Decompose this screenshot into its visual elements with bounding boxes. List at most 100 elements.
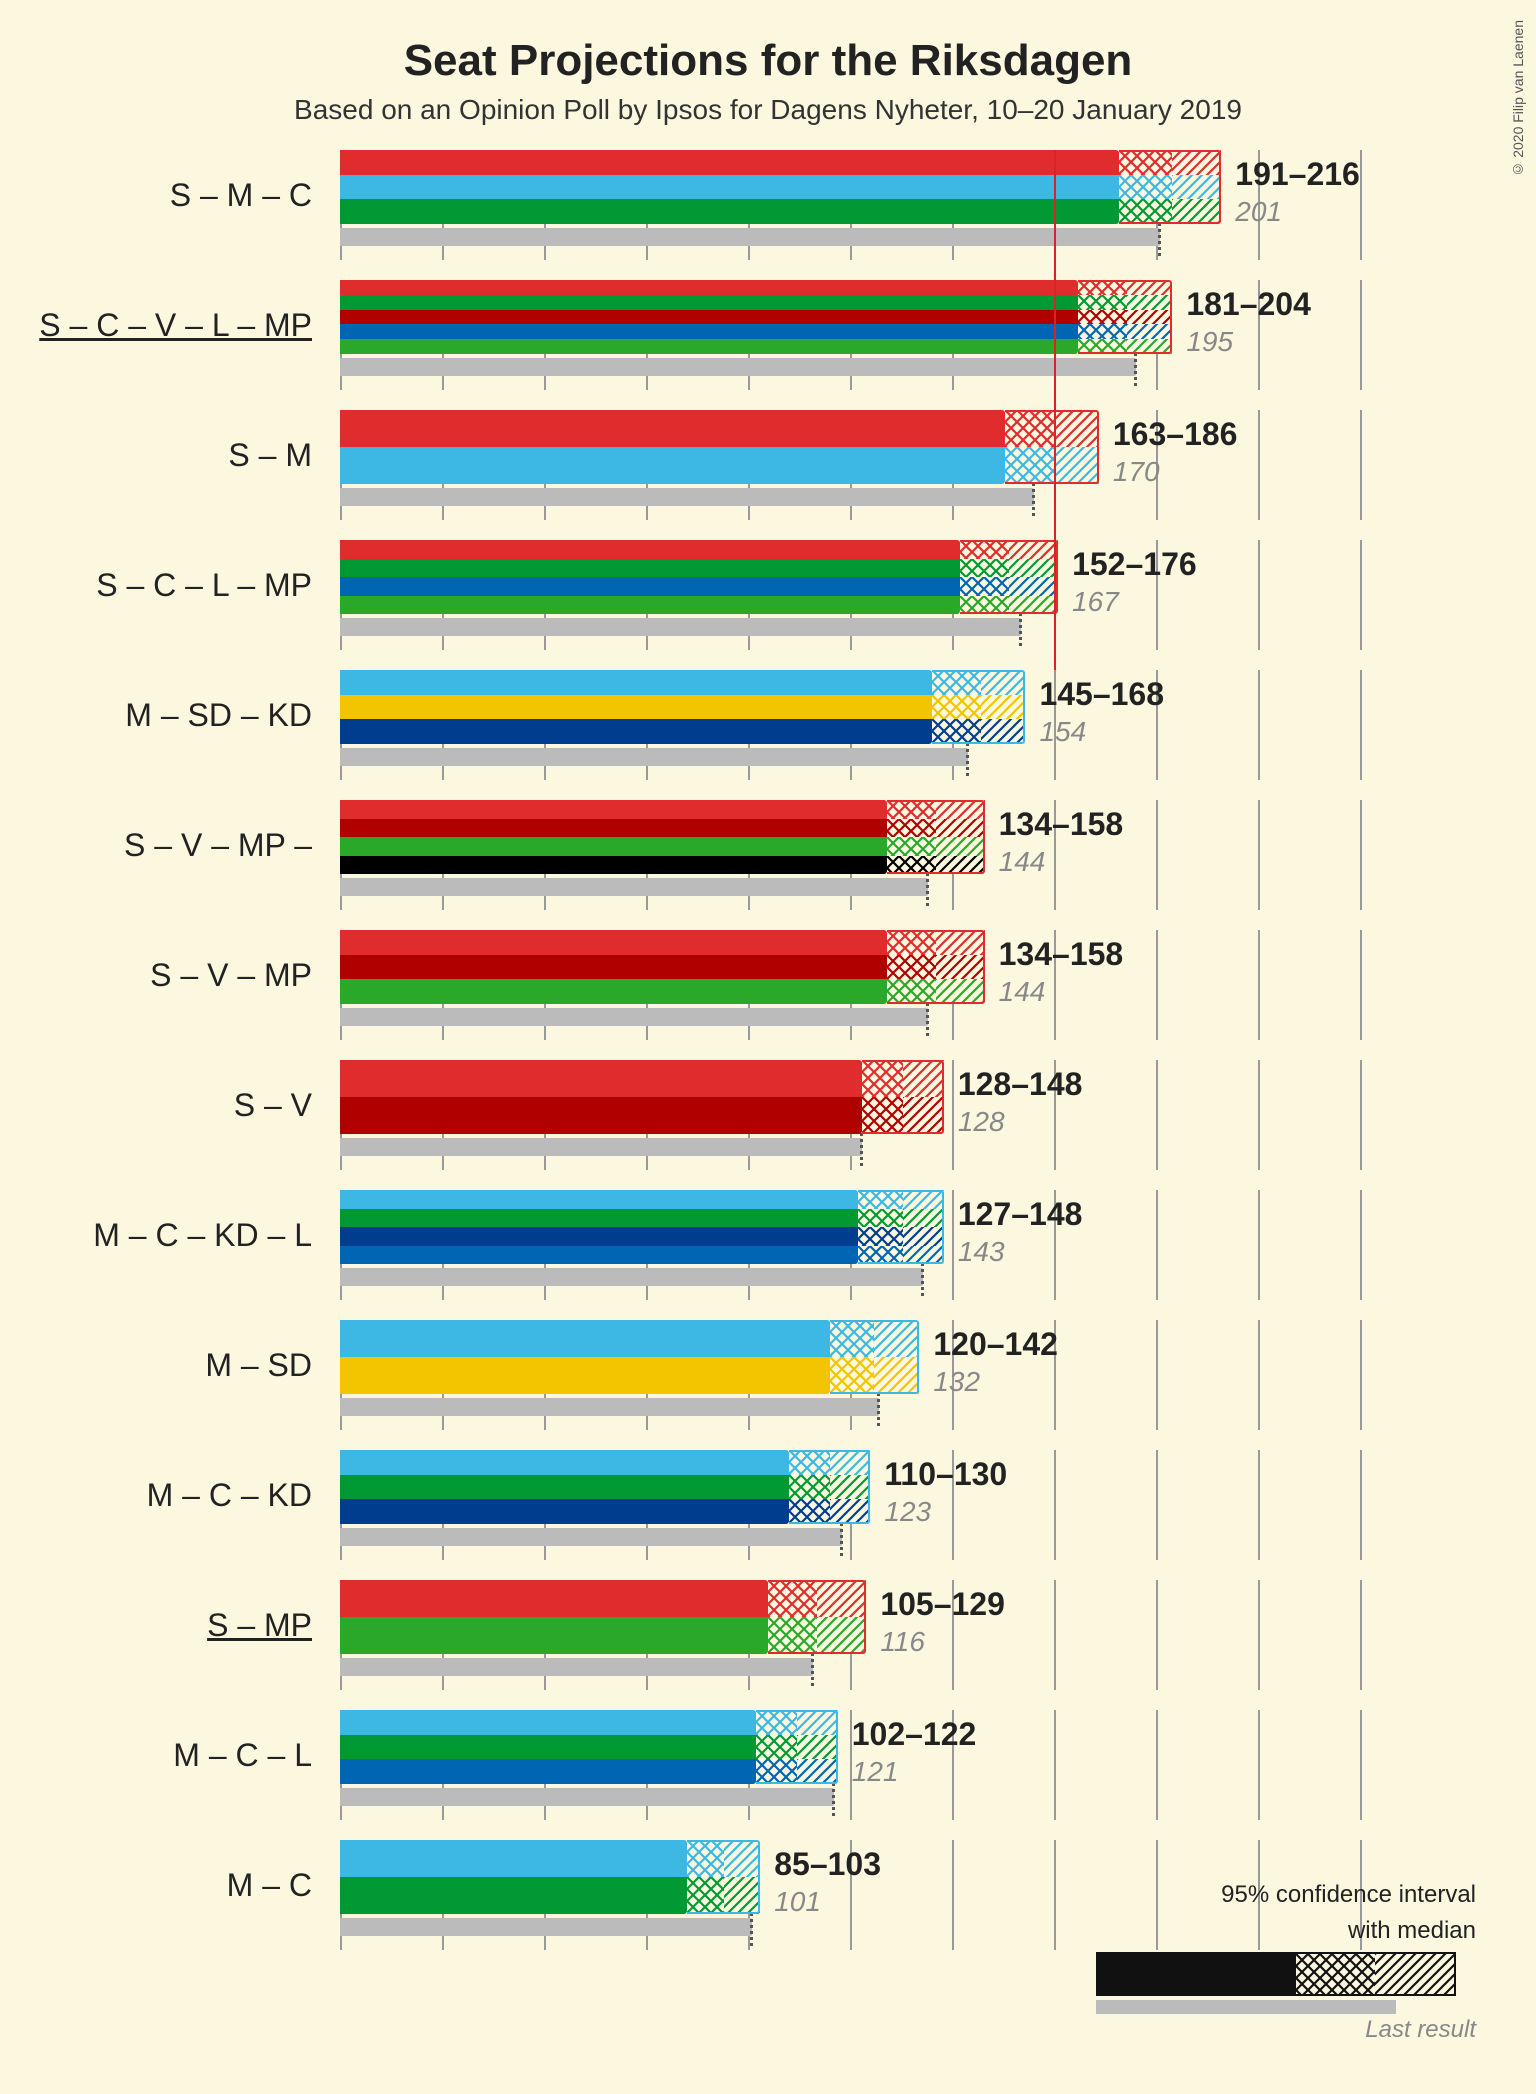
ci-lower-half (1005, 410, 1054, 447)
coalition-plot: 163–186170 (340, 410, 1360, 540)
coalition-row: M – C – L102–122121 (0, 1710, 1536, 1840)
ci-stripe (1119, 175, 1221, 200)
ci-upper-half (936, 979, 985, 1004)
ci-stripe (768, 1617, 866, 1654)
grid-line (1156, 1060, 1158, 1170)
ci-lower-half (862, 1097, 903, 1134)
ci-lower-half (960, 559, 1009, 578)
coalition-plot: 191–216201 (340, 150, 1360, 280)
coalition-bar (340, 1840, 687, 1914)
ci-upper-half (1127, 310, 1172, 325)
legend-last-label: Last result (1096, 2016, 1476, 2044)
coalition-plot: 110–130123 (340, 1450, 1360, 1580)
grid-line (1156, 1450, 1158, 1560)
coalition-bar (340, 930, 887, 1004)
ci-stripe (960, 559, 1058, 578)
coalition-bar (340, 1190, 858, 1264)
ci-lower-half (858, 1227, 903, 1246)
ci-upper-half (724, 1840, 761, 1877)
ci-stripe (887, 837, 985, 856)
legend-ci-label-1: 95% confidence interval (1096, 1880, 1476, 1910)
ci-lower-half (830, 1320, 875, 1357)
ci-lower-half (887, 955, 936, 980)
last-result-shadow (340, 228, 1160, 246)
ci-stripe (1078, 339, 1172, 354)
grid-line (1360, 1190, 1362, 1300)
party-stripe (340, 310, 1078, 325)
grid-line (1258, 670, 1260, 780)
coalition-bar (340, 1710, 756, 1784)
party-stripe (340, 1227, 858, 1246)
ci-lower-half (756, 1710, 797, 1735)
range-label: 127–148 (958, 1196, 1083, 1233)
ci-stripe (887, 856, 985, 875)
grid-line (1360, 1710, 1362, 1820)
ci-upper-half (936, 800, 985, 819)
coalition-plot: 152–176167 (340, 540, 1360, 670)
coalition-row: S – V128–148128 (0, 1060, 1536, 1190)
coalition-row: S – MP105–129116 (0, 1580, 1536, 1710)
confidence-interval (887, 930, 985, 1004)
party-stripe (340, 1580, 768, 1617)
party-stripe (340, 979, 887, 1004)
party-stripe (340, 856, 887, 875)
ci-upper-half (1009, 596, 1058, 615)
party-stripe (340, 837, 887, 856)
legend-shadow (1096, 2000, 1396, 2014)
party-stripe (340, 577, 960, 596)
ci-upper-half (797, 1735, 838, 1760)
grid-line (1156, 1190, 1158, 1300)
ci-lower-half (756, 1759, 797, 1784)
ci-stripe (1078, 310, 1172, 325)
ci-upper-half (724, 1877, 761, 1914)
ci-upper-half (903, 1227, 944, 1246)
ci-upper-half (1009, 540, 1058, 559)
ci-upper-half (1127, 280, 1172, 295)
grid-line (1360, 1320, 1362, 1430)
coalition-plot: 181–204195 (340, 280, 1360, 410)
party-stripe (340, 1499, 789, 1524)
range-label: 85–103 (774, 1846, 881, 1883)
party-stripe (340, 1840, 687, 1877)
coalition-label: S – V – MP – (0, 800, 330, 890)
coalition-label: S – V – MP (0, 930, 330, 1020)
ci-lower-half (687, 1840, 724, 1877)
ci-stripe (858, 1227, 944, 1246)
ci-stripe (1119, 150, 1221, 175)
last-result-label: 116 (880, 1626, 925, 1658)
ci-upper-half (936, 955, 985, 980)
grid-line (1258, 540, 1260, 650)
last-result-shadow (340, 1398, 879, 1416)
coalition-bar (340, 1060, 862, 1134)
confidence-interval (687, 1840, 760, 1914)
party-stripe (340, 540, 960, 559)
coalition-row: S – V – MP –134–158144 (0, 800, 1536, 930)
ci-lower-half (768, 1580, 817, 1617)
ci-stripe (887, 979, 985, 1004)
confidence-interval (932, 670, 1026, 744)
party-stripe (340, 1246, 858, 1265)
party-stripe (340, 1877, 687, 1914)
party-stripe (340, 1320, 830, 1357)
coalition-row: S – V – MP134–158144 (0, 930, 1536, 1060)
ci-upper-half (1127, 324, 1172, 339)
party-stripe (340, 324, 1078, 339)
coalition-label: M – SD (0, 1320, 330, 1410)
grid-line (1360, 410, 1362, 520)
grid-line (1054, 1710, 1056, 1820)
ci-upper-half (903, 1209, 944, 1228)
coalition-row: M – SD120–142132 (0, 1320, 1536, 1450)
last-result-label: 195 (1186, 326, 1233, 358)
grid-line (1054, 1840, 1056, 1950)
last-result-label: 144 (999, 976, 1046, 1008)
coalition-label: M – SD – KD (0, 670, 330, 760)
coalition-plot: 145–168154 (340, 670, 1360, 800)
ci-stripe (1078, 295, 1172, 310)
grid-line (1258, 1710, 1260, 1820)
ci-stripe (1119, 199, 1221, 224)
grid-line (1156, 800, 1158, 910)
ci-upper-half (817, 1617, 866, 1654)
ci-lower-half (858, 1190, 903, 1209)
ci-lower-half (887, 930, 936, 955)
ci-upper-half (1172, 199, 1221, 224)
